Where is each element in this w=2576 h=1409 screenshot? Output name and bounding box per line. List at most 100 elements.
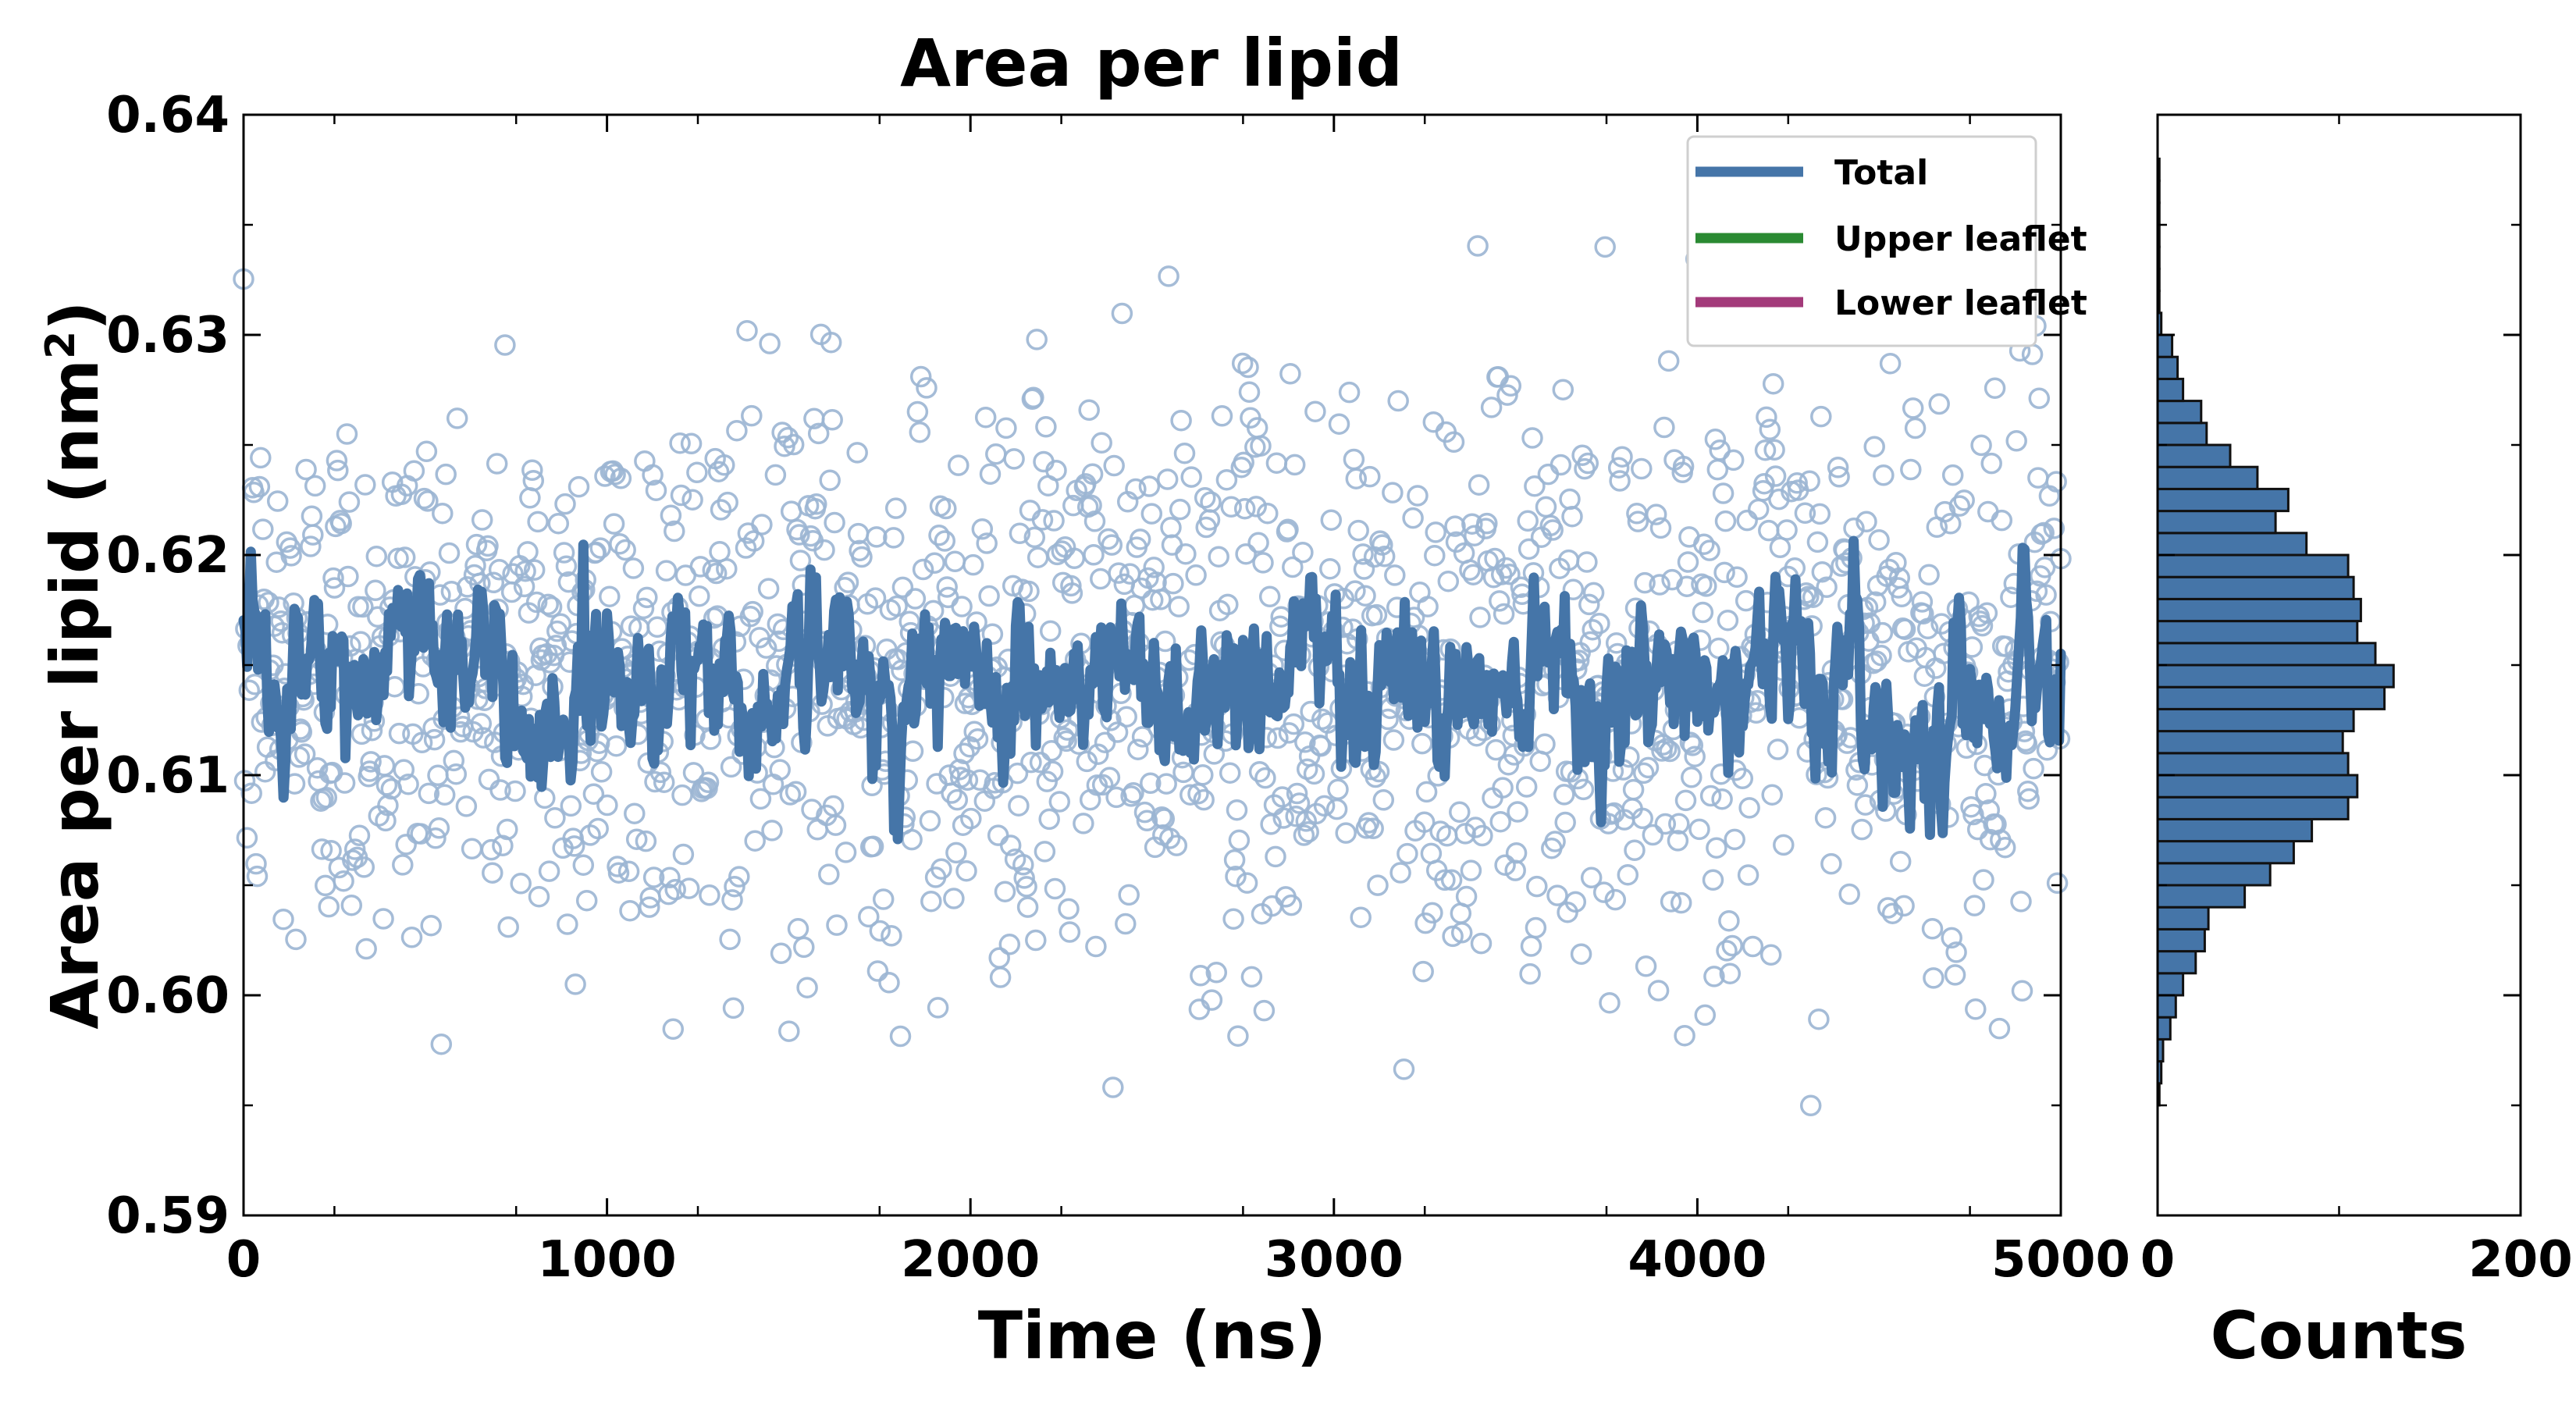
histogram-bar <box>2156 884 2247 909</box>
sample-point <box>742 600 763 623</box>
sample-point <box>682 762 705 784</box>
sample-point <box>1773 834 1795 856</box>
sample-point <box>788 524 810 546</box>
sample-point <box>912 558 934 581</box>
sample-point <box>1870 644 1892 667</box>
sample-point <box>2027 467 2049 489</box>
sample-point <box>430 1033 453 1055</box>
sample-point <box>1009 522 1031 545</box>
sample-point <box>2043 518 2065 539</box>
sample-point <box>1496 384 1518 406</box>
sample-point <box>1988 1017 2011 1040</box>
sample-point <box>1893 895 1915 917</box>
histogram-bar <box>2156 510 2277 535</box>
sample-point <box>1934 500 1956 523</box>
sample-point <box>285 928 307 951</box>
sample-point <box>1480 397 1503 418</box>
sample-point <box>1634 571 1656 594</box>
sample-point <box>1889 850 1912 873</box>
sample-point <box>927 997 949 1019</box>
sample-point <box>1811 560 1834 583</box>
sample-point <box>671 784 693 806</box>
sample-point <box>553 542 575 564</box>
sample-point <box>1763 439 1785 461</box>
sample-point <box>1190 965 1212 987</box>
sample-point <box>1702 869 1724 891</box>
histogram-bar <box>2156 575 2355 600</box>
sample-point <box>1904 417 1927 439</box>
sample-point <box>348 824 371 847</box>
sample-point <box>1881 902 1904 924</box>
sample-point <box>1150 589 1172 610</box>
sample-point <box>1194 487 1216 509</box>
sample-point <box>2017 780 2039 802</box>
sample-point <box>1389 862 1411 884</box>
sample-point <box>672 843 695 866</box>
sample-point <box>2028 387 2051 410</box>
legend-label-upper-leaflet: Upper leaflet <box>1834 219 2087 259</box>
sample-point <box>330 512 352 535</box>
sample-point <box>1450 922 1473 944</box>
sample-point <box>1041 740 1062 762</box>
sample-point <box>1711 788 1733 810</box>
sample-point <box>1008 795 1030 817</box>
sample-point <box>1657 350 1680 372</box>
sample-point <box>397 773 419 795</box>
sample-point <box>757 578 780 600</box>
sample-point <box>1918 564 1940 586</box>
y-tick-label: 0.60 <box>106 967 229 1025</box>
sample-point <box>1653 416 1675 439</box>
sample-point <box>343 838 366 860</box>
x-tick-label: 4000 <box>1628 1231 1767 1289</box>
sample-point <box>443 749 465 772</box>
sample-point <box>323 577 346 599</box>
histogram-axis-ticks: 0 200 <box>2140 113 2573 1289</box>
sample-point <box>1025 929 1047 952</box>
sample-point <box>634 450 656 472</box>
sample-point <box>1714 510 1737 532</box>
sample-point <box>525 591 548 614</box>
sample-point <box>1767 738 1789 760</box>
sample-point <box>764 464 787 486</box>
sample-point <box>1087 743 1109 765</box>
sample-point <box>1127 738 1149 760</box>
sample-point <box>1091 774 1114 796</box>
sample-point <box>1055 730 1077 753</box>
sample-point <box>920 890 942 913</box>
sample-point <box>1572 778 1595 801</box>
sample-point <box>302 524 324 546</box>
sample-point <box>1762 372 1784 395</box>
sample-point <box>1622 778 1645 801</box>
sample-point <box>681 489 703 511</box>
sample-point <box>1722 449 1745 471</box>
sample-point <box>322 567 344 589</box>
sample-point <box>1226 799 1248 821</box>
sample-point <box>1535 496 1557 518</box>
sample-point <box>354 474 376 496</box>
sample-point <box>1442 925 1464 948</box>
sample-point <box>1553 784 1575 806</box>
sample-point <box>1827 457 1849 479</box>
sample-point <box>721 889 743 911</box>
total-series-line <box>238 535 2066 845</box>
sample-point <box>1894 618 1916 640</box>
sample-point <box>353 856 375 878</box>
legend: Total Upper leaflet Lower leaflet <box>1686 135 2087 347</box>
sample-point <box>1470 932 1493 955</box>
sample-point <box>1205 962 1228 984</box>
sample-point <box>1851 818 1873 841</box>
x-tick-label: 5000 <box>1991 1231 2130 1289</box>
histogram-bar <box>2156 840 2295 865</box>
sample-point <box>1115 913 1137 935</box>
sample-point <box>1103 454 1125 477</box>
sample-point <box>589 537 611 559</box>
sample-point <box>1944 964 1966 986</box>
sample-point <box>545 635 568 656</box>
sample-point <box>1599 991 1621 1014</box>
sample-point <box>403 460 425 482</box>
sample-point <box>2046 872 2069 895</box>
sample-point <box>1736 509 1758 532</box>
sample-point <box>295 458 317 481</box>
sample-point <box>1659 740 1681 763</box>
sample-point <box>1681 735 1704 756</box>
